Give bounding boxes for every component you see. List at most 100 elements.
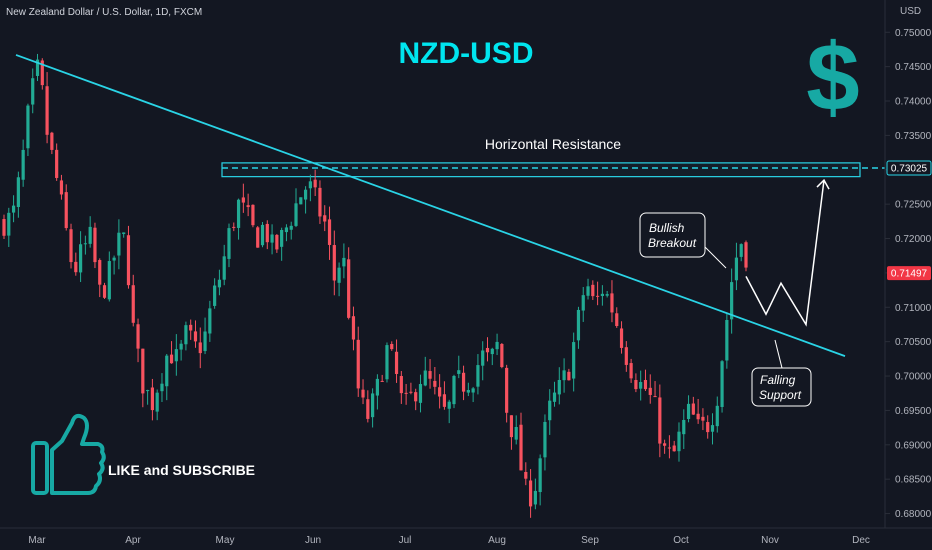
candle-body <box>217 279 222 288</box>
candle-body <box>356 339 360 389</box>
candle-body <box>50 132 54 150</box>
projection-path <box>745 179 825 327</box>
x-tick-label: Dec <box>852 535 870 546</box>
candle-body <box>634 379 638 390</box>
candle-body <box>734 257 739 281</box>
candle-body <box>639 382 643 389</box>
grid-lines <box>885 31 890 515</box>
candle-body <box>303 189 308 200</box>
candle-body <box>615 313 619 326</box>
candle-body <box>193 331 198 342</box>
candle-body <box>390 343 394 350</box>
candle-body <box>69 229 73 263</box>
candle-body <box>404 392 408 394</box>
candle-body <box>682 419 686 435</box>
candle-body <box>691 403 695 415</box>
y-tick-label: 0.68000 <box>895 509 932 520</box>
candle-body <box>203 331 207 352</box>
candle-body <box>265 223 269 243</box>
x-tick-label: Aug <box>488 535 506 546</box>
candle-body <box>342 257 346 267</box>
candle-body <box>471 388 475 393</box>
candle-body <box>710 425 715 432</box>
x-tick-label: Nov <box>761 535 779 546</box>
time-axis[interactable]: Mar Apr May Jun Jul Aug Sep Oct Nov Dec <box>0 527 932 546</box>
projection-arrowhead <box>816 178 830 190</box>
candle-body <box>476 365 480 387</box>
svg-text:Falling: Falling <box>760 373 796 387</box>
candle-body <box>189 324 193 331</box>
y-tick-label: 0.72500 <box>895 200 932 211</box>
candle-body <box>88 226 92 244</box>
candle-body <box>280 229 284 247</box>
y-tick-label: 0.74000 <box>895 97 932 108</box>
thumbs-up-icon <box>31 413 106 495</box>
candle-body <box>275 234 279 250</box>
candle-body <box>457 370 461 374</box>
candle-body <box>552 392 557 402</box>
candle-body <box>35 59 40 76</box>
candle-body <box>55 149 59 178</box>
candle-body <box>548 400 552 421</box>
candle-body <box>93 227 97 263</box>
candle-body <box>596 295 600 297</box>
x-tick-label: Sep <box>581 535 599 546</box>
candle-body <box>78 244 83 273</box>
y-tick-label: 0.70000 <box>895 372 932 383</box>
candle-body <box>481 350 485 366</box>
candle-body <box>600 293 604 297</box>
candle-body <box>423 370 427 386</box>
candle-body <box>394 351 399 374</box>
candle-body <box>299 197 303 205</box>
candle-body <box>246 205 250 208</box>
candle-body <box>624 347 628 365</box>
candle-body <box>591 284 595 297</box>
candle-body <box>433 380 437 387</box>
svg-text:Bullish: Bullish <box>649 221 685 235</box>
candle-body <box>461 372 466 392</box>
candle-body <box>572 342 576 379</box>
candle-body <box>284 227 289 233</box>
candle-body <box>428 371 432 379</box>
candle-body <box>337 267 341 283</box>
candle-body <box>696 413 700 420</box>
like-subscribe-label: LIKE and SUBSCRIBE <box>108 462 255 478</box>
candle-body <box>371 393 375 418</box>
svg-text:$: $ <box>806 24 859 131</box>
candle-body <box>543 421 547 458</box>
candle-body <box>313 179 317 188</box>
candle-body <box>442 394 447 407</box>
candle-body <box>146 390 150 392</box>
candle-body <box>739 244 743 257</box>
y-tick-label: 0.68500 <box>895 475 932 486</box>
resistance-zone-layer <box>221 162 885 178</box>
candle-body <box>715 405 719 427</box>
candle-body <box>706 422 710 433</box>
candle-body <box>16 177 20 208</box>
candle-body <box>213 285 217 306</box>
candle-body <box>629 363 633 379</box>
resistance-price-label: 0.73025 <box>891 164 928 175</box>
candle-body <box>184 325 188 345</box>
horizontal-resistance-label: Horizontal Resistance <box>485 136 621 152</box>
candle-body <box>227 228 231 259</box>
candle-body <box>466 390 470 393</box>
candle-body <box>11 205 16 213</box>
candle-body <box>730 282 734 320</box>
candle-body <box>102 285 107 298</box>
candle-body <box>45 86 49 135</box>
candle-body <box>495 341 499 350</box>
instrument-info: New Zealand Dollar / U.S. Dollar, 1D, FX… <box>6 7 202 18</box>
candle-body <box>208 308 212 334</box>
candle-body <box>64 192 68 229</box>
candle-body <box>236 199 241 228</box>
candle-body <box>318 187 322 217</box>
candle-body <box>98 260 102 285</box>
candle-body <box>500 344 504 368</box>
candle-body <box>83 243 87 245</box>
candle-body <box>169 354 174 364</box>
candle-body <box>308 181 312 189</box>
candle-body <box>327 219 332 245</box>
